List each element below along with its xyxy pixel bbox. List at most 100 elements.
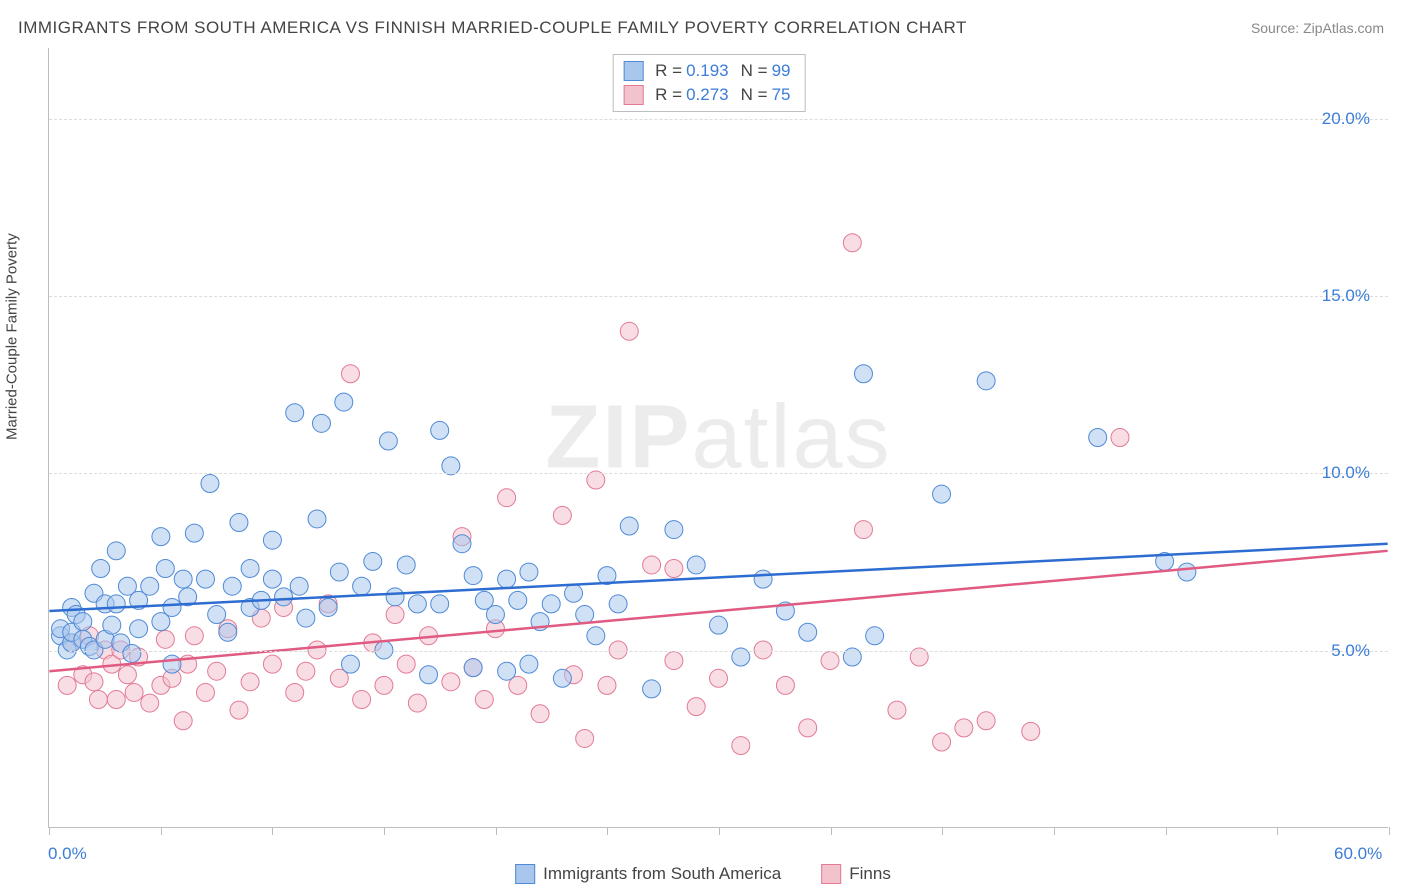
data-point (509, 676, 527, 694)
data-point (453, 528, 471, 546)
data-point (531, 705, 549, 723)
data-point (96, 630, 114, 648)
data-point (219, 620, 237, 638)
data-point (63, 634, 81, 652)
data-point (576, 729, 594, 747)
data-point (553, 669, 571, 687)
data-point (565, 666, 583, 684)
data-point (125, 683, 143, 701)
data-point (81, 627, 99, 645)
x-tick (384, 827, 385, 835)
data-point (241, 673, 259, 691)
series-legend-item-a: Immigrants from South America (515, 864, 781, 884)
data-point (687, 556, 705, 574)
data-point (275, 588, 293, 606)
data-point (319, 595, 337, 613)
data-point (620, 322, 638, 340)
data-point (163, 669, 181, 687)
data-point (498, 489, 516, 507)
data-point (174, 570, 192, 588)
data-point (252, 609, 270, 627)
series-legend-item-b: Finns (821, 864, 891, 884)
data-point (241, 560, 259, 578)
data-point (67, 606, 85, 624)
data-point (208, 662, 226, 680)
data-point (933, 485, 951, 503)
data-point (464, 659, 482, 677)
x-tick (942, 827, 943, 835)
data-point (152, 613, 170, 631)
y-tick-label: 5.0% (1331, 641, 1370, 661)
x-tick (719, 827, 720, 835)
data-point (241, 598, 259, 616)
data-point (263, 655, 281, 673)
data-point (665, 560, 683, 578)
data-point (341, 655, 359, 673)
correlation-legend-row-a: R =0.193 N =99 (623, 59, 790, 83)
data-point (799, 719, 817, 737)
series-b-label: Finns (849, 864, 891, 884)
data-point (107, 595, 125, 613)
x-tick (496, 827, 497, 835)
data-point (185, 627, 203, 645)
chart-svg (49, 48, 1388, 827)
data-point (130, 620, 148, 638)
data-point (598, 567, 616, 585)
data-point (341, 365, 359, 383)
x-tick-label: 0.0% (48, 844, 87, 864)
data-point (520, 563, 538, 581)
data-point (1156, 552, 1174, 570)
data-point (152, 528, 170, 546)
data-point (799, 623, 817, 641)
x-tick (1389, 827, 1390, 835)
data-point (475, 591, 493, 609)
data-point (103, 655, 121, 673)
data-point (174, 712, 192, 730)
data-point (420, 666, 438, 684)
data-point (888, 701, 906, 719)
data-point (96, 595, 114, 613)
data-point (509, 591, 527, 609)
data-point (290, 577, 308, 595)
data-point (330, 669, 348, 687)
data-point (420, 627, 438, 645)
data-point (464, 659, 482, 677)
x-tick (161, 827, 162, 835)
data-point (330, 563, 348, 581)
data-point (1089, 429, 1107, 447)
data-point (286, 404, 304, 422)
y-tick-label: 10.0% (1322, 463, 1370, 483)
data-point (63, 623, 81, 641)
data-point (364, 552, 382, 570)
data-point (408, 694, 426, 712)
data-point (152, 676, 170, 694)
x-tick (1054, 827, 1055, 835)
data-point (665, 521, 683, 539)
data-point (587, 627, 605, 645)
data-point (156, 630, 174, 648)
data-point (1111, 429, 1129, 447)
x-tick (831, 827, 832, 835)
data-point (408, 595, 426, 613)
data-point (123, 645, 141, 663)
data-point (609, 595, 627, 613)
correlation-legend-row-b: R =0.273 N =75 (623, 83, 790, 107)
data-point (498, 570, 516, 588)
data-point (453, 535, 471, 553)
data-point (431, 421, 449, 439)
data-point (854, 365, 872, 383)
data-point (286, 683, 304, 701)
data-point (442, 457, 460, 475)
gridline (49, 651, 1388, 652)
swatch-series-a-icon (515, 864, 535, 884)
chart-source: Source: ZipAtlas.com (1251, 20, 1384, 36)
data-point (520, 655, 538, 673)
x-tick (1277, 827, 1278, 835)
data-point (263, 570, 281, 588)
data-point (687, 698, 705, 716)
data-point (475, 691, 493, 709)
data-point (92, 560, 110, 578)
data-point (163, 598, 181, 616)
x-tick (49, 827, 50, 835)
data-point (58, 676, 76, 694)
